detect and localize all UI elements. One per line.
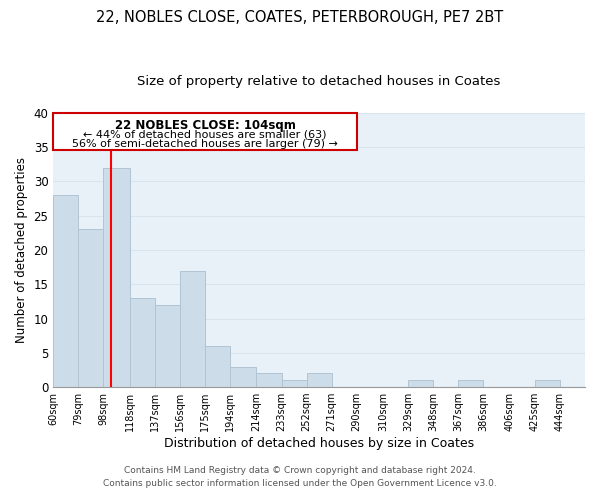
Bar bbox=[281, 380, 307, 387]
Bar bbox=[205, 346, 230, 387]
Bar bbox=[103, 168, 130, 387]
Bar bbox=[408, 380, 433, 387]
Text: 22 NOBLES CLOSE: 104sqm: 22 NOBLES CLOSE: 104sqm bbox=[115, 119, 295, 132]
Text: ← 44% of detached houses are smaller (63): ← 44% of detached houses are smaller (63… bbox=[83, 129, 327, 139]
Title: Size of property relative to detached houses in Coates: Size of property relative to detached ho… bbox=[137, 75, 501, 88]
Text: Contains HM Land Registry data © Crown copyright and database right 2024.
Contai: Contains HM Land Registry data © Crown c… bbox=[103, 466, 497, 487]
Bar bbox=[230, 366, 256, 387]
X-axis label: Distribution of detached houses by size in Coates: Distribution of detached houses by size … bbox=[164, 437, 474, 450]
Text: 56% of semi-detached houses are larger (79) →: 56% of semi-detached houses are larger (… bbox=[72, 139, 338, 149]
Bar bbox=[130, 298, 155, 387]
FancyBboxPatch shape bbox=[53, 113, 357, 150]
Bar bbox=[53, 195, 79, 387]
Bar bbox=[256, 374, 281, 387]
Text: 22, NOBLES CLOSE, COATES, PETERBOROUGH, PE7 2BT: 22, NOBLES CLOSE, COATES, PETERBOROUGH, … bbox=[97, 10, 503, 25]
Bar bbox=[307, 374, 332, 387]
Bar bbox=[535, 380, 560, 387]
Bar bbox=[79, 230, 103, 387]
Bar bbox=[458, 380, 484, 387]
Y-axis label: Number of detached properties: Number of detached properties bbox=[15, 157, 28, 343]
Bar bbox=[180, 270, 205, 387]
Bar bbox=[155, 305, 180, 387]
